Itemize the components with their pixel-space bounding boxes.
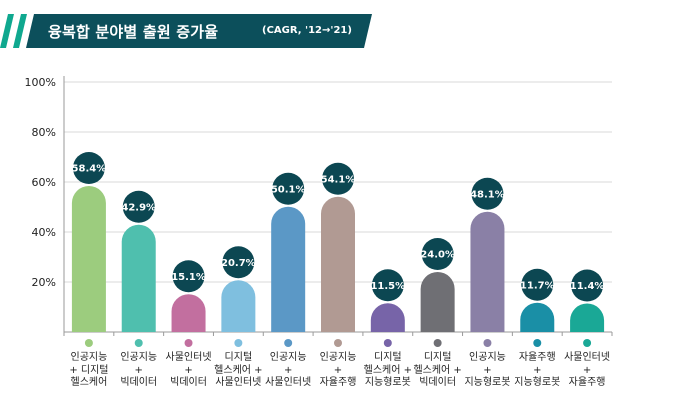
x-tick-label: 인공지능 + 빅데이터 [120,352,158,388]
x-tick-label: 인공지능 + 자율주행 [319,352,357,388]
data-label: 15.1% [171,272,206,283]
bar [470,211,505,332]
banner-body [26,14,372,48]
title-banner: 융복합 분야별 출원 증가율 (CAGR, '12→'21) [0,14,372,48]
category-dot [284,339,293,347]
x-tick-label: 사물인터넷 + 빅데이터 [165,352,212,388]
bar [171,294,206,332]
value-label-badge [521,268,554,301]
data-label: 48.1% [470,189,505,200]
bar [271,206,306,332]
category-dot [84,339,93,347]
value-label-badge [322,162,354,195]
bar [520,302,555,332]
value-label-badge [172,260,205,293]
bar [71,186,106,332]
x-tick-label: 사물인터넷 + 자율주행 [564,352,611,388]
value-label-badge [222,246,255,279]
value-label-badge [421,238,454,270]
chart-title: 융복합 분야별 출원 증가율 [48,23,219,41]
y-tick-label: 60% [32,176,56,189]
data-label: 24.0% [420,250,455,261]
category-dot [383,339,392,347]
data-label: 50.1% [271,184,306,195]
data-label: 42.9% [121,202,156,213]
x-tick-label: 인공지능 + 사물인터넷 [265,352,312,388]
data-label: 54.1% [321,174,356,185]
value-label-badge [371,269,404,302]
bar [370,303,405,332]
bar [570,303,605,332]
x-tick-label: 디지털 헬스케어 + 빅데이터 [413,352,462,388]
data-label: 11.7% [520,280,555,291]
data-label: 58.4% [72,164,107,175]
bar [321,196,355,332]
value-label-badge [471,177,504,210]
value-label-badge [272,172,305,205]
y-tick-label: 80% [32,126,56,139]
data-label: 11.5% [370,281,405,292]
category-dot [334,339,342,347]
category-dot [134,339,143,347]
chart-subtitle: (CAGR, '12→'21) [262,25,352,36]
value-label-badge [571,269,604,302]
x-tick-label: 자율주행 + 지능형로봇 [514,352,561,388]
category-dot [184,339,193,347]
banner-stripe-2 [13,14,27,48]
category-dot [234,339,243,347]
y-tick-label: 20% [32,276,56,289]
x-tick-label: 디지털 헬스케어 + 사물인터넷 [214,352,263,388]
category-dot [533,339,542,347]
category-dot [433,339,442,347]
data-label: 20.7% [221,258,256,269]
category-dot [583,339,592,347]
value-label-badge [72,152,105,184]
category-dot [483,339,492,347]
bar [420,272,455,332]
x-tick-label: 인공지능 + 지능형로봇 [464,352,511,388]
data-label: 11.4% [570,281,605,292]
banner-stripe-1 [0,14,14,48]
banner-shape [0,14,372,48]
x-tick-label: 인공지능 + 디지털 헬스케어 [69,352,109,388]
x-tick-label: 디지털 헬스케어 + 지능형로봇 [363,352,412,388]
y-tick-label: 100% [25,76,56,89]
bar [221,280,256,332]
y-tick-label: 40% [32,226,56,239]
bar [121,224,156,332]
value-label-badge [122,190,155,223]
